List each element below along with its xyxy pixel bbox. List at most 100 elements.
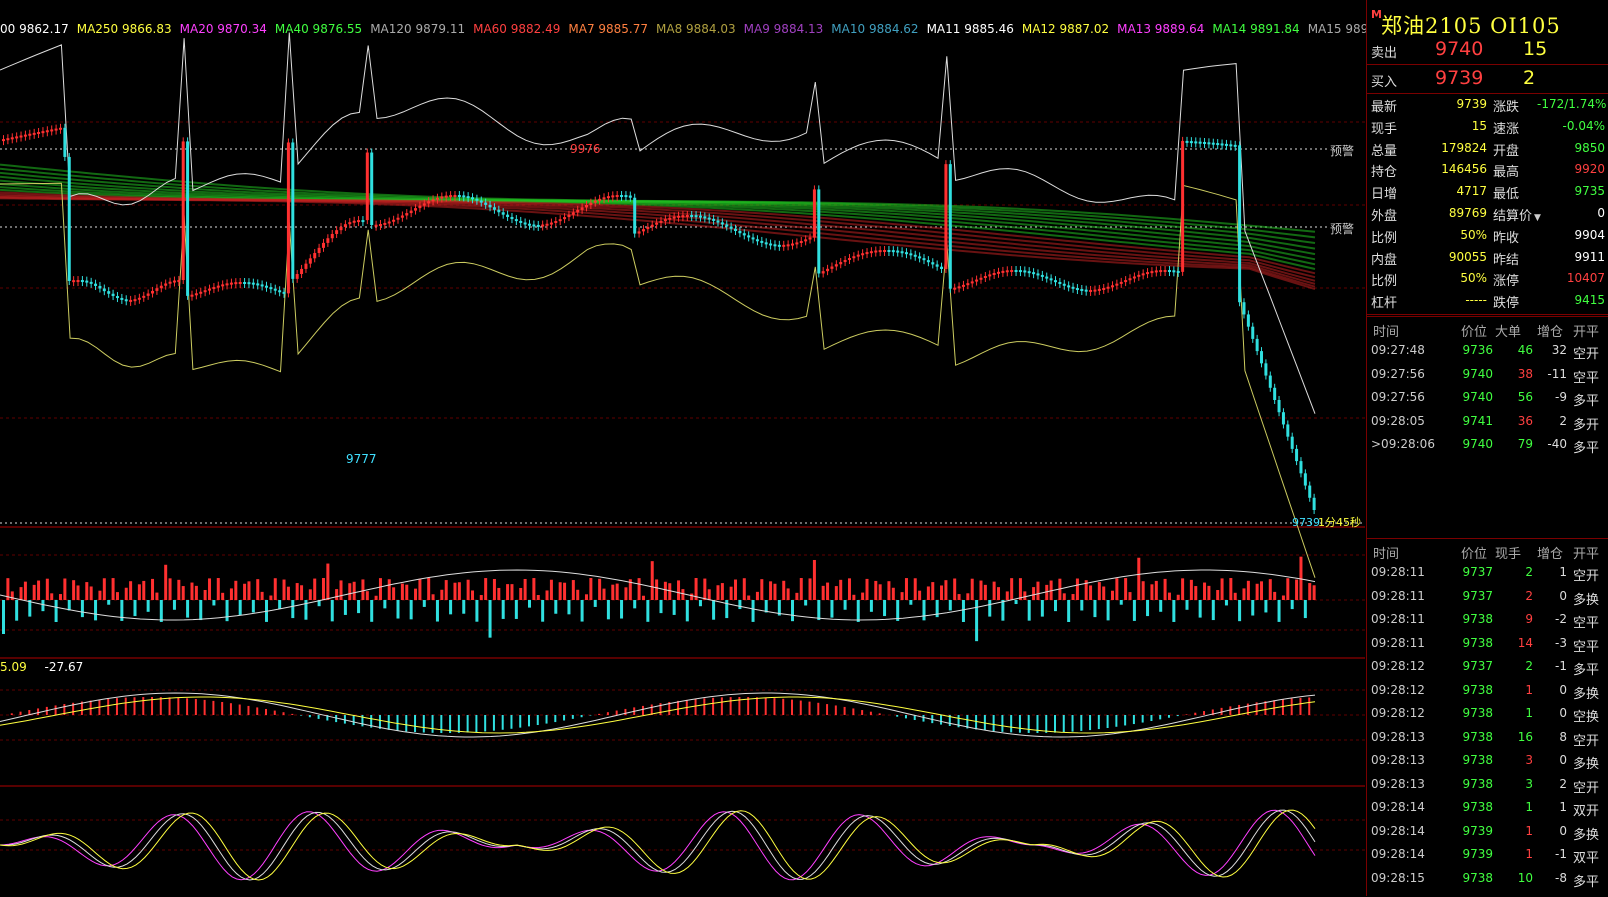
macd-bar [1186, 714, 1188, 715]
volume-bar [874, 581, 877, 600]
candle-body [1207, 142, 1210, 144]
cell-volume: 2 [1493, 565, 1533, 579]
ma-legend-item[interactable]: MA13 9889.64 [1117, 22, 1204, 36]
ma-legend-item[interactable]: MA9 9884.13 [744, 22, 824, 36]
candle-body [997, 272, 1000, 274]
candle-body [234, 282, 237, 284]
candle-body [923, 258, 926, 260]
candle-body [1150, 271, 1153, 273]
ma-legend-item[interactable]: 00 9862.17 [0, 22, 69, 36]
candle-body [931, 262, 934, 264]
cell-time: 09:28:12 [1371, 706, 1425, 720]
candle-body [375, 225, 378, 227]
ma-legend-item[interactable]: MA10 9884.62 [831, 22, 918, 36]
ma-legend-item[interactable]: MA12 9887.02 [1022, 22, 1109, 36]
macd-bar [589, 715, 591, 716]
ma-legend-item[interactable]: MA250 9866.83 [77, 22, 172, 36]
macd-bar [905, 715, 907, 718]
ask-row[interactable]: 卖出 9740 15 [1367, 36, 1608, 65]
cell-oi-change: 0 [1531, 706, 1567, 720]
macd-bar [607, 712, 609, 715]
volume-bar [177, 580, 180, 600]
volume-bar [1242, 588, 1245, 600]
volume-bar [603, 589, 606, 600]
candle-body [624, 195, 627, 197]
stat-value: 146456 [1423, 162, 1487, 176]
candle-body [300, 269, 303, 274]
column-header: 开平 [1573, 321, 1599, 340]
contract-header[interactable]: M 郑油2105 OI105 [1367, 4, 1608, 34]
column-header: 价位 [1461, 543, 1487, 562]
ma-legend-item[interactable]: MA120 9879.11 [370, 22, 465, 36]
alert-label-lower[interactable]: 预警 [1330, 220, 1354, 237]
cell-open-close: 空平 [1573, 367, 1599, 386]
volume-bar [432, 594, 435, 600]
volume-bar [589, 578, 592, 600]
stat-label[interactable]: 结算价▼ [1493, 205, 1541, 224]
candle-body [1142, 273, 1145, 275]
alert-label-upper[interactable]: 预警 [1330, 142, 1354, 159]
ma-legend-item[interactable]: MA40 9876.55 [275, 22, 362, 36]
volume-bar [85, 582, 88, 600]
candle-body [1058, 282, 1061, 284]
candle-body [918, 256, 921, 258]
ma-legend-item[interactable]: MA60 9882.49 [473, 22, 560, 36]
cell-volume: 14 [1493, 636, 1533, 650]
ma-legend-item[interactable]: MA11 9885.46 [927, 22, 1014, 36]
candle-body [752, 237, 755, 239]
volume-bar [699, 600, 702, 606]
cell-open-close: 双平 [1573, 847, 1599, 866]
bid-row[interactable]: 买入 9739 2 [1367, 65, 1608, 94]
volume-bar [125, 588, 128, 600]
kline-chart-canvas[interactable] [0, 0, 1365, 896]
volume-bar [1295, 580, 1298, 600]
candle-body [182, 141, 185, 280]
volume-bar [326, 564, 329, 600]
ma-legend-item[interactable]: MA8 9884.03 [656, 22, 736, 36]
table-header: 时间价位现手增仓开平 [1367, 539, 1608, 561]
candle-body [388, 222, 391, 224]
volume-bar [291, 600, 294, 618]
candle-body [33, 133, 36, 135]
candle-body [274, 289, 277, 291]
volume-bar [725, 600, 728, 618]
candle-body [1308, 486, 1311, 498]
macd-bar [379, 715, 381, 729]
kline-chart-area[interactable]: 00 9862.17 MA250 9866.83 MA20 9870.34 MA40 … [0, 0, 1365, 896]
ma-legend-item[interactable]: MA14 9891.84 [1212, 22, 1299, 36]
macd-bar [1264, 701, 1266, 715]
ma-legend-item[interactable]: MA20 9870.34 [180, 22, 267, 36]
candle-body [1164, 270, 1167, 272]
ask-price[interactable]: 9740 [1435, 38, 1483, 60]
cell-price: 9738 [1449, 800, 1493, 814]
candle-body [107, 291, 110, 294]
volume-bar [493, 579, 496, 600]
volume-bar [594, 600, 597, 607]
bid-price[interactable]: 9739 [1435, 67, 1483, 89]
ma-legend-item[interactable]: MA7 9885.77 [568, 22, 648, 36]
candle-body [480, 201, 483, 203]
volume-bar [844, 600, 847, 610]
stat-label-text: 跌停 [1493, 296, 1519, 311]
